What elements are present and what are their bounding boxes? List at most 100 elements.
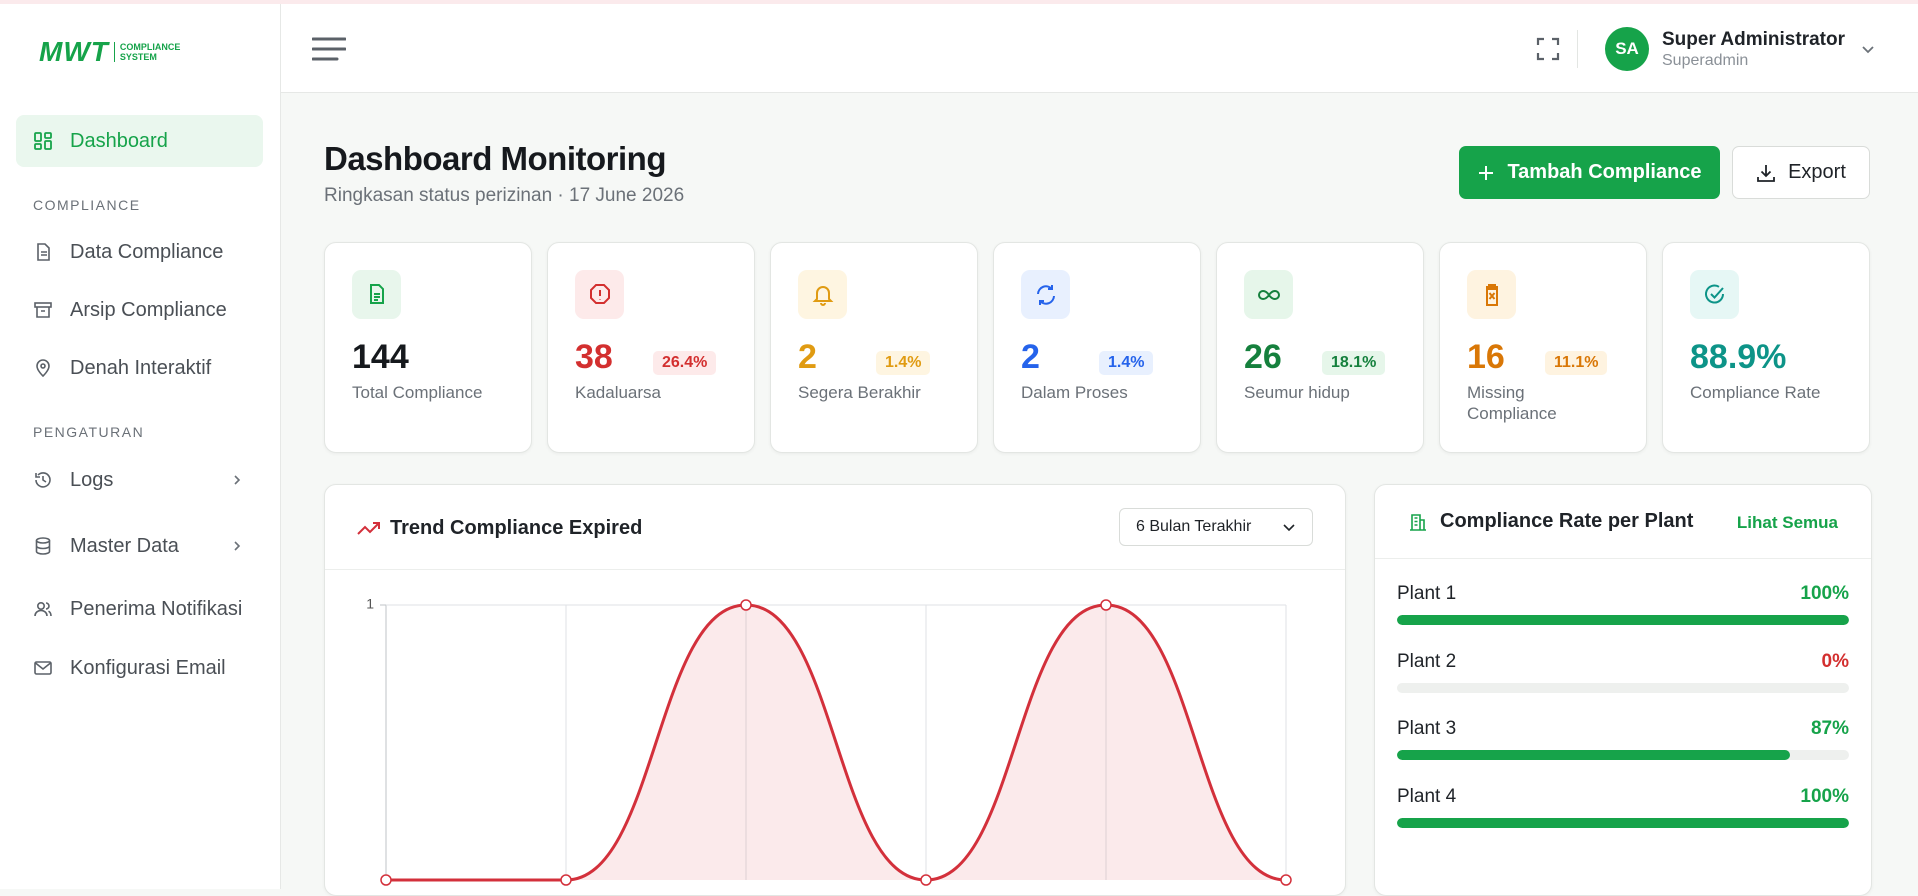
point <box>560 874 572 886</box>
nav-item[interactable]: Arsip Compliance <box>16 284 263 336</box>
nav-label: Konfigurasi Email <box>70 656 226 679</box>
period-select[interactable]: 6 Bulan Terakhir <box>1119 508 1313 546</box>
stat-label: Total Compliance <box>352 383 483 402</box>
divider <box>325 569 1345 570</box>
nav-label: Data Compliance <box>70 240 224 263</box>
line <box>385 603 1287 882</box>
icon-path <box>1485 283 1498 306</box>
menu-toggle[interactable] <box>312 36 346 62</box>
stat-icon <box>1244 270 1293 319</box>
logo-sub: SYSTEM <box>119 52 157 62</box>
top-bar: SA Super Administrator Superadmin <box>281 4 1918 93</box>
stat-label: Segera Berakhir <box>798 383 921 402</box>
stat-badge: 1.4% <box>876 351 931 375</box>
card-title: Compliance Rate per Plant <box>1440 510 1694 532</box>
add-compliance-button[interactable]: Tambah Compliance <box>1459 146 1720 199</box>
stat-badge: 1.4% <box>1099 351 1154 375</box>
stat-label: Seumur hidup <box>1244 383 1350 402</box>
stat-label: Compliance Rate <box>1690 383 1821 402</box>
stat-label: Missing Compliance <box>1467 383 1557 423</box>
nav-label: Master Data <box>70 534 179 557</box>
stat-card: 2 1.4% Segera Berakhir <box>770 242 978 453</box>
nav-section-title: COMPLIANCE <box>33 197 141 213</box>
nav-label: Logs <box>70 468 114 491</box>
plant-card: Compliance Rate per Plant Lihat Semua Pl… <box>1374 484 1872 896</box>
nav-label: Arsip Compliance <box>70 298 227 321</box>
logo[interactable]: MWT COMPLIANCE SYSTEM <box>39 36 180 68</box>
divider <box>1375 558 1871 559</box>
point <box>920 874 932 886</box>
user-name: Super Administrator <box>1662 29 1845 50</box>
icon <box>589 283 610 304</box>
nav-label: Penerima Notifikasi <box>70 597 243 620</box>
y-tick-label: 1 <box>366 596 374 612</box>
sidebar: MWT COMPLIANCE SYSTEM Dashboard COMPLIAN… <box>0 4 281 889</box>
avatar[interactable]: SA <box>1605 27 1649 71</box>
button-label: Tambah Compliance <box>1507 161 1702 183</box>
stat-label: Dalam Proses <box>1021 383 1128 402</box>
trend-chart: 1 <box>366 596 1292 886</box>
progress-track <box>1397 817 1849 828</box>
plant-name: Plant 4 <box>1397 785 1457 807</box>
nav-item[interactable]: Denah Interaktif <box>16 342 263 394</box>
icon <box>369 283 384 304</box>
stat-value: 88.9% <box>1690 338 1787 376</box>
plant-name: Plant 1 <box>1397 583 1457 604</box>
progress-bar <box>1397 615 1849 625</box>
stat-icon <box>1690 270 1739 319</box>
stat-value: 38 <box>575 338 613 376</box>
divider <box>1577 30 1578 68</box>
button-label: Export <box>1788 161 1846 183</box>
nav-item[interactable]: Konfigurasi Email <box>16 642 263 694</box>
point <box>380 874 392 886</box>
plant-rate: 0% <box>1821 650 1849 672</box>
progress-bar <box>1397 817 1849 828</box>
stat-icon <box>1021 270 1070 319</box>
icon-path <box>1036 284 1055 305</box>
point <box>1100 599 1112 611</box>
stat-value: 16 <box>1467 338 1505 376</box>
progress-bar <box>1397 750 1791 760</box>
plant-icon <box>1410 514 1426 531</box>
icon-path <box>1257 289 1280 300</box>
nav-dashboard[interactable]: Dashboard <box>16 115 263 167</box>
point <box>740 599 752 611</box>
logo-sub: COMPLIANCE <box>119 42 181 52</box>
stat-icon <box>1467 270 1516 319</box>
icon-path <box>812 285 833 306</box>
progress-track <box>1397 750 1849 760</box>
user-menu-toggle[interactable] <box>1861 42 1875 56</box>
plant-name: Plant 3 <box>1397 718 1457 739</box>
page-subtitle: Ringkasan status perizinan · 17 June 202… <box>324 185 685 206</box>
stat-card: 144 Total Compliance <box>324 242 532 453</box>
export-button[interactable]: Export <box>1732 146 1870 199</box>
plant-rate: 87% <box>1810 718 1849 739</box>
stat-card: 16 11.1% Missing Compliance <box>1439 242 1647 453</box>
icon <box>1704 284 1724 303</box>
icon-path <box>1704 284 1724 303</box>
stat-value: 2 <box>1021 338 1040 376</box>
stat-card: 88.9% Compliance Rate <box>1662 242 1870 453</box>
nav-item[interactable]: Data Compliance <box>16 226 263 278</box>
stat-icon <box>575 270 624 319</box>
stat-icon <box>352 270 401 319</box>
user-role: Superadmin <box>1662 52 1749 69</box>
trend-icon <box>357 522 380 535</box>
stat-value: 144 <box>352 338 409 376</box>
nav-label: Denah Interaktif <box>70 356 212 379</box>
stat-badge: 26.4% <box>653 351 717 375</box>
stat-card: 26 18.1% Seumur hidup <box>1216 242 1424 453</box>
nav-item[interactable]: Penerima Notifikasi <box>16 583 263 635</box>
stat-icon <box>798 270 847 319</box>
icon <box>1257 289 1280 300</box>
nav-item[interactable]: Master Data <box>16 520 263 572</box>
nav-item[interactable]: Logs <box>16 454 263 506</box>
icon <box>1036 284 1055 305</box>
icon <box>812 285 833 306</box>
fullscreen-button[interactable] <box>1536 37 1560 61</box>
icon-path <box>589 283 610 304</box>
stat-badge: 11.1% <box>1545 351 1608 375</box>
view-all-link[interactable]: Lihat Semua <box>1736 513 1838 532</box>
stat-value: 26 <box>1244 338 1282 376</box>
icon <box>1485 283 1498 306</box>
